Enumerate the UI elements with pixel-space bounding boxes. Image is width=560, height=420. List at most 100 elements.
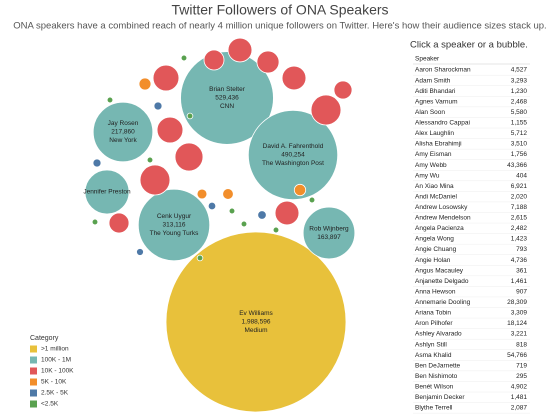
bubble[interactable] [207, 201, 217, 211]
bubble[interactable] [240, 220, 248, 228]
speaker-name[interactable]: Blythe Terrell [415, 405, 453, 412]
speaker-name[interactable]: Ariana Tobin [415, 310, 451, 317]
speaker-followers[interactable]: 295 [516, 373, 527, 380]
bubble[interactable] [146, 156, 154, 164]
speaker-followers[interactable]: 1,423 [511, 236, 528, 243]
speaker-followers[interactable]: 1,230 [511, 88, 528, 95]
bubble[interactable] [91, 218, 99, 226]
bubble[interactable] [186, 112, 194, 120]
speaker-followers[interactable]: 54,766 [507, 352, 527, 359]
bubble[interactable] [333, 80, 353, 100]
bubble[interactable] [156, 116, 184, 144]
speaker-followers[interactable]: 2,482 [511, 225, 528, 232]
speaker-name[interactable]: Amy Wu [415, 172, 440, 179]
bubble[interactable] [247, 109, 339, 201]
bubble[interactable] [302, 206, 356, 260]
speaker-followers[interactable]: 1,461 [511, 278, 528, 285]
bubble[interactable] [222, 188, 234, 200]
speaker-name[interactable]: Amy Webb [415, 162, 447, 169]
speaker-followers[interactable]: 4,736 [511, 257, 528, 264]
speaker-name[interactable]: Andrew Losowsky [415, 204, 468, 211]
speaker-followers[interactable]: 2,468 [511, 98, 528, 105]
speaker-name[interactable]: Angela Wong [415, 236, 454, 243]
speaker-followers[interactable]: 3,221 [511, 331, 528, 338]
speaker-name[interactable]: Aron Pilhofer [415, 320, 453, 327]
speaker-name[interactable]: Benét Wilson [415, 384, 454, 391]
bubble[interactable] [293, 183, 307, 197]
speaker-name[interactable]: Asma Khalid [415, 352, 452, 359]
speaker-name[interactable]: Andi McDaniel [415, 193, 457, 200]
speaker-name[interactable]: Angela Pacienza [415, 225, 464, 232]
speaker-name[interactable]: Andrew Mendelson [415, 215, 471, 222]
speaker-name[interactable]: Ashlyn Still [415, 341, 447, 348]
speaker-followers[interactable]: 1,155 [511, 120, 528, 127]
speaker-followers[interactable]: 719 [516, 362, 527, 369]
speaker-followers[interactable]: 1,756 [511, 151, 528, 158]
speaker-followers[interactable]: 793 [516, 246, 527, 253]
bubble[interactable] [196, 188, 208, 200]
speaker-followers[interactable]: 4,902 [511, 384, 528, 391]
speaker-name[interactable]: Aaron Sharockman [415, 67, 471, 74]
speaker-followers[interactable]: 7,188 [511, 204, 528, 211]
speaker-followers[interactable]: 43,366 [507, 162, 527, 169]
speaker-followers[interactable]: 18,124 [507, 320, 527, 327]
speaker-followers[interactable]: 818 [516, 341, 527, 348]
speaker-followers[interactable]: 5,712 [511, 130, 528, 137]
bubble[interactable] [257, 210, 267, 220]
speaker-followers[interactable]: 3,510 [511, 141, 528, 148]
speaker-followers[interactable]: 404 [516, 172, 527, 179]
bubble[interactable] [108, 212, 130, 234]
speaker-followers[interactable]: 361 [516, 267, 527, 274]
speaker-followers[interactable]: 6,921 [511, 183, 528, 190]
speaker-followers[interactable]: 1,481 [511, 394, 528, 401]
bubble[interactable] [180, 54, 188, 62]
speaker-name[interactable]: Adam Smith [415, 77, 451, 84]
speaker-followers[interactable]: 5,580 [511, 109, 528, 116]
speaker-name[interactable]: Anna Hewson [415, 288, 456, 295]
speaker-followers[interactable]: 2,020 [511, 193, 528, 200]
speaker-name[interactable]: Alessandro Cappai [415, 120, 470, 127]
speaker-followers[interactable]: 4,527 [511, 67, 528, 74]
speaker-followers[interactable]: 907 [516, 288, 527, 295]
speaker-name[interactable]: Annemarie Dooling [415, 299, 471, 306]
speaker-name[interactable]: Amy Eisman [415, 151, 452, 158]
speaker-name[interactable]: Agnes Varnum [415, 98, 458, 105]
bubble[interactable] [274, 200, 300, 226]
bubble[interactable] [153, 101, 163, 111]
speaker-followers[interactable]: 3,309 [511, 310, 528, 317]
speaker-name[interactable]: Alisha Ebrahimji [415, 141, 462, 148]
bubble[interactable] [196, 254, 204, 262]
bubble[interactable] [228, 207, 236, 215]
bubble[interactable] [165, 231, 347, 413]
speaker-name[interactable]: Angus Macauley [415, 267, 464, 274]
bubble[interactable] [310, 94, 342, 126]
bubble[interactable] [139, 164, 171, 196]
speaker-name[interactable]: Alan Soon [415, 109, 445, 116]
bubble[interactable] [227, 37, 253, 63]
speaker-followers[interactable]: 2,615 [511, 215, 528, 222]
speaker-followers[interactable]: 2,087 [511, 405, 528, 412]
bubble[interactable] [203, 49, 225, 71]
bubble[interactable] [256, 50, 280, 74]
bubble[interactable] [308, 196, 316, 204]
speaker-name[interactable]: Aditi Bhandari [415, 88, 455, 95]
bubble[interactable] [137, 188, 211, 262]
speaker-name[interactable]: Anjanette Delgado [415, 278, 469, 285]
bubble[interactable] [84, 169, 130, 215]
speaker-name[interactable]: Alex Laughlin [415, 130, 454, 137]
speaker-name[interactable]: Angie Holan [415, 257, 451, 264]
bubble[interactable] [138, 77, 152, 91]
speaker-followers[interactable]: 3,293 [511, 77, 528, 84]
bubble[interactable] [174, 142, 204, 172]
speaker-name[interactable]: An Xiao Mina [415, 183, 454, 190]
bubble[interactable] [272, 226, 280, 234]
bubble[interactable] [281, 65, 307, 91]
speaker-name[interactable]: Ben DeJarnette [415, 362, 461, 369]
speaker-name[interactable]: Angie Chuang [415, 246, 457, 253]
bubble[interactable] [92, 158, 102, 168]
speaker-followers[interactable]: 28,309 [507, 299, 527, 306]
speaker-name[interactable]: Benjamin Decker [415, 394, 465, 401]
bubble[interactable] [136, 248, 144, 256]
bubble[interactable] [106, 96, 114, 104]
bubble[interactable] [180, 51, 274, 145]
